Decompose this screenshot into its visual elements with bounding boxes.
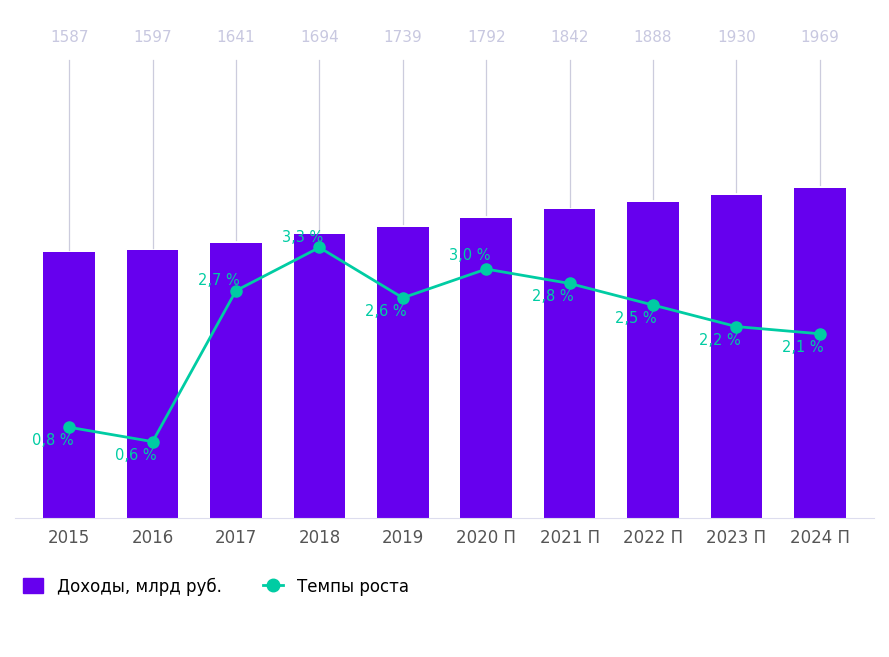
Text: 1694: 1694 <box>300 30 339 45</box>
Bar <box>210 243 262 518</box>
Bar <box>627 202 679 518</box>
Text: 1930: 1930 <box>717 30 756 45</box>
Legend: Доходы, млрд руб., Темпы роста: Доходы, млрд руб., Темпы роста <box>23 578 409 596</box>
Text: 1842: 1842 <box>550 30 589 45</box>
Text: 1888: 1888 <box>634 30 672 45</box>
Text: 0,6 %: 0,6 % <box>115 447 156 463</box>
Bar <box>794 188 845 518</box>
Text: 1969: 1969 <box>800 30 839 45</box>
Bar <box>293 234 345 518</box>
Text: 2,5 %: 2,5 % <box>615 311 657 326</box>
Text: 2,1 %: 2,1 % <box>782 340 824 355</box>
Bar <box>127 250 179 518</box>
Text: 2,6 %: 2,6 % <box>365 304 407 319</box>
Bar <box>461 217 512 518</box>
Bar <box>544 210 596 518</box>
Text: 1641: 1641 <box>217 30 255 45</box>
Bar <box>377 227 428 518</box>
Text: 1792: 1792 <box>467 30 506 45</box>
Text: 1587: 1587 <box>50 30 89 45</box>
Text: 1597: 1597 <box>133 30 172 45</box>
Bar <box>710 194 762 518</box>
Text: 2,7 %: 2,7 % <box>198 273 240 288</box>
Text: 3,3 %: 3,3 % <box>282 230 323 245</box>
Text: 2,8 %: 2,8 % <box>533 289 573 304</box>
Text: 2,2 %: 2,2 % <box>699 332 741 348</box>
Text: 0,8 %: 0,8 % <box>32 433 73 448</box>
Bar <box>44 252 95 518</box>
Text: 1739: 1739 <box>383 30 422 45</box>
Text: 3,0 %: 3,0 % <box>449 248 490 263</box>
